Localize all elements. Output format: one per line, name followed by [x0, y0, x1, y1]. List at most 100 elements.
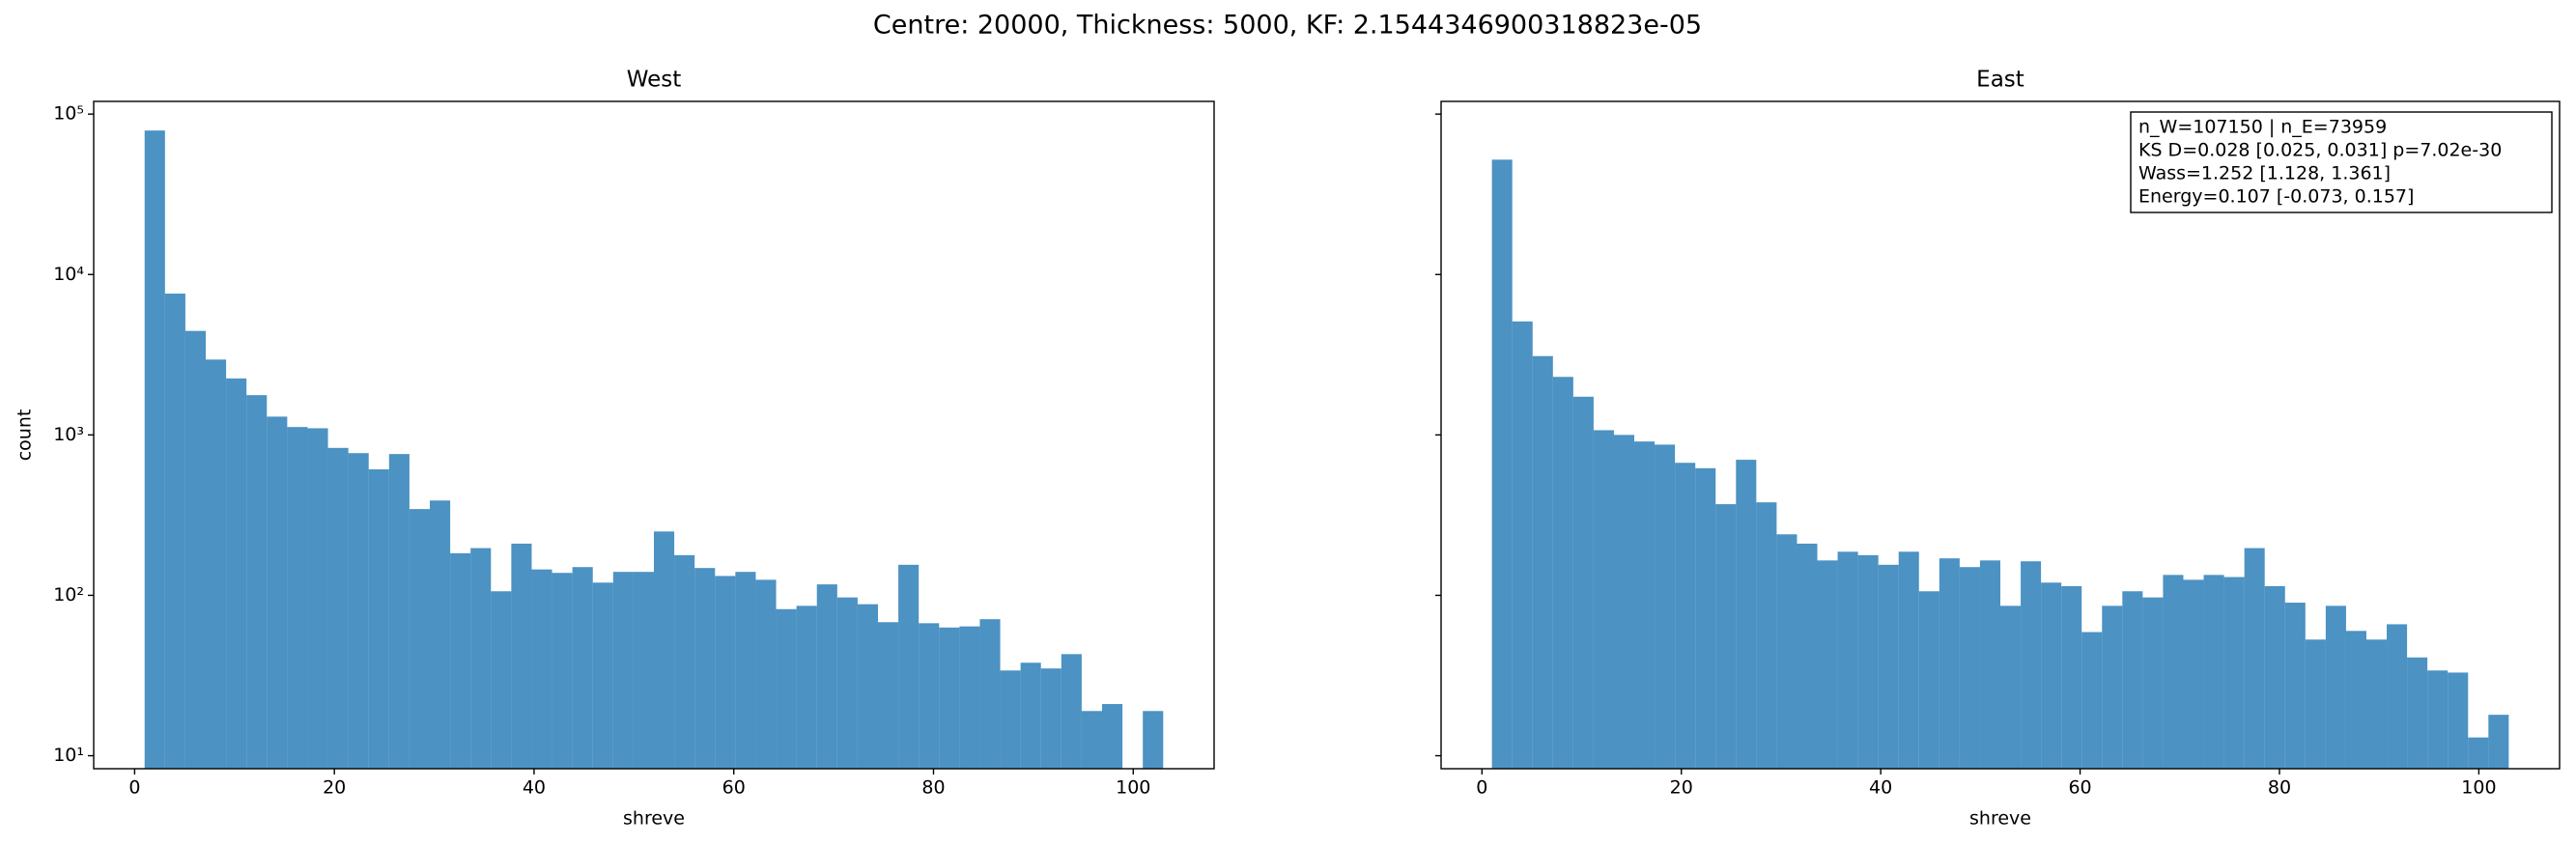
x-tick-label: 80 [921, 777, 945, 799]
bar [184, 330, 206, 769]
bar [1918, 591, 1939, 769]
bar [1715, 504, 1737, 769]
bar [307, 428, 328, 769]
bar [1695, 467, 1716, 769]
bar [491, 591, 512, 769]
bar [1939, 558, 1960, 769]
bar [1000, 670, 1021, 769]
bar [430, 500, 451, 769]
figure-title: Centre: 20000, Thickness: 5000, KF: 2.15… [873, 11, 1702, 41]
bar [2244, 548, 2265, 769]
bar [979, 619, 1001, 769]
bar [531, 569, 552, 769]
y-tick-label: 10⁵ [53, 103, 84, 125]
bar [2264, 586, 2285, 769]
bar [2387, 624, 2408, 769]
bar [511, 543, 532, 769]
bar [2448, 672, 2469, 769]
x-tick-label: 60 [2068, 777, 2091, 799]
bar [2365, 639, 2388, 769]
x-tick-label: 80 [2268, 777, 2291, 799]
bar [654, 531, 675, 769]
bar [2223, 577, 2245, 769]
bar [2427, 670, 2449, 769]
bar [246, 395, 268, 769]
bar [572, 567, 593, 769]
annotation-line: n_W=107150 | n_E=73959 [2138, 117, 2387, 138]
bar [776, 608, 797, 769]
y-tick-label: 10³ [53, 424, 84, 445]
bar [735, 572, 756, 769]
x-tick-label: 40 [523, 777, 546, 799]
bar [612, 572, 634, 769]
axes: 0 20 40 60 80 100 10¹ 10² 10³ 10⁴ 10⁵ West shreve cou… [14, 68, 1215, 830]
x-axis-label: shreve [1969, 808, 2031, 830]
y-axis-label: count [14, 409, 36, 462]
bar [1143, 711, 1164, 769]
x-tick-label: 100 [1116, 777, 1150, 799]
annotation-line: KS D=0.028 [0.025, 0.031] p=7.02e-30 [2138, 140, 2502, 161]
bar [1102, 704, 1123, 769]
bar [898, 564, 920, 769]
annotation-line: Wass=1.252 [1.128, 1.361] [2138, 163, 2391, 184]
bar [1532, 355, 1553, 769]
bar [1081, 711, 1102, 769]
bar [287, 427, 308, 769]
bar [816, 584, 837, 769]
bar [2345, 631, 2366, 769]
x-tick-label: 100 [2461, 777, 2496, 799]
bar [2305, 639, 2326, 769]
bar [919, 623, 940, 769]
bar [755, 579, 777, 769]
bar [2061, 586, 2082, 769]
bar [1959, 567, 1980, 769]
bar [206, 359, 227, 769]
bar [2325, 606, 2346, 769]
x-tick-label: 60 [722, 777, 746, 799]
bar [939, 627, 960, 769]
annotation-line: Energy=0.107 [-0.073, 0.157] [2138, 186, 2414, 208]
bar [2041, 582, 2062, 769]
bar [409, 509, 430, 769]
bar [388, 454, 410, 769]
x-tick-label: 0 [1476, 777, 1487, 799]
bar [144, 130, 165, 770]
x-tick-label: 20 [1670, 777, 1693, 799]
bar [2021, 561, 2042, 769]
bar [1572, 396, 1594, 769]
bar [1675, 463, 1696, 769]
bar [2203, 575, 2224, 769]
bar [1061, 654, 1082, 769]
bar [878, 622, 899, 769]
y-tick-label: 10² [53, 584, 84, 606]
bar [1898, 551, 1919, 769]
x-tick-label: 20 [323, 777, 346, 799]
bar [592, 582, 613, 769]
bar [1512, 321, 1533, 769]
bar [450, 552, 471, 769]
bar [1979, 560, 2000, 769]
bar [2163, 575, 2184, 769]
axes-title: East [1976, 68, 2024, 93]
bar [552, 573, 573, 769]
x-tick-label: 0 [128, 777, 140, 799]
bar [164, 294, 185, 769]
bar [1552, 377, 1573, 769]
bar [2284, 603, 2306, 769]
bar [836, 597, 858, 769]
bar [1817, 560, 1838, 769]
bar [1020, 662, 1041, 769]
bar [2488, 715, 2509, 769]
bar [368, 469, 389, 769]
bar [2081, 632, 2103, 769]
bar [1857, 554, 1879, 769]
bar [694, 568, 716, 769]
bar [1797, 543, 1818, 769]
bar [715, 576, 736, 769]
bar [1837, 551, 1858, 769]
bar [2000, 606, 2022, 769]
x-axis-label: shreve [623, 808, 685, 830]
bar [674, 554, 695, 769]
